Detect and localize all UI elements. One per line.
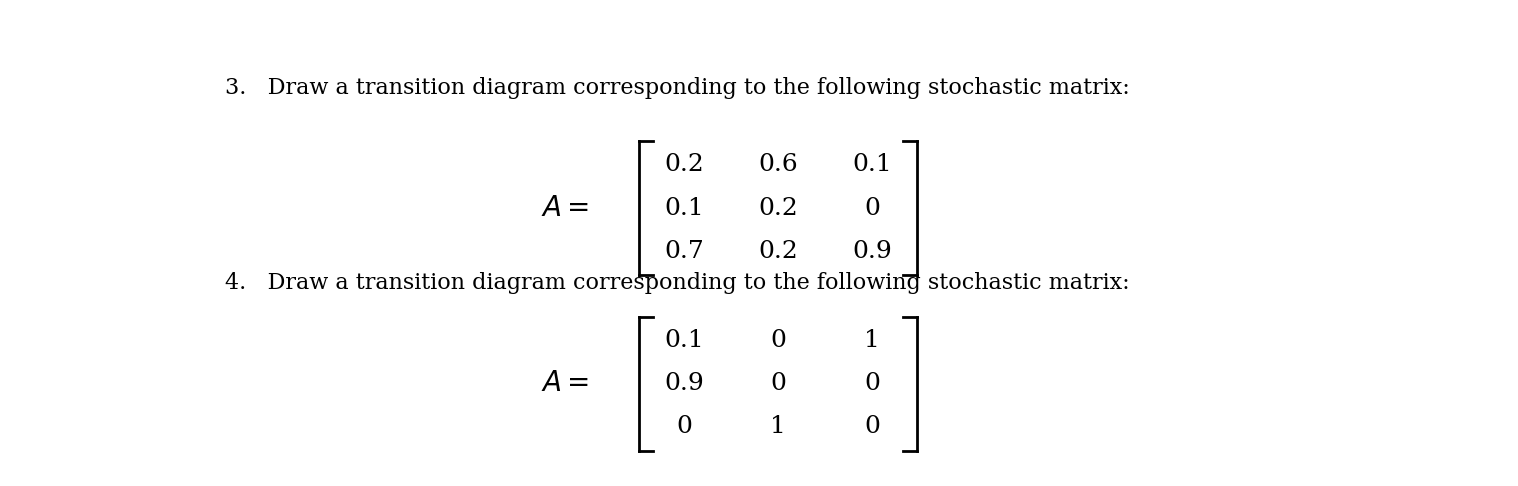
Text: 0.2: 0.2: [663, 154, 704, 176]
Text: 0: 0: [770, 330, 786, 352]
Text: 0: 0: [676, 416, 692, 438]
Text: 0.1: 0.1: [663, 196, 704, 220]
Text: 4.   Draw a transition diagram corresponding to the following stochastic matrix:: 4. Draw a transition diagram correspondi…: [225, 272, 1129, 294]
Text: $A =$: $A =$: [542, 370, 589, 398]
Text: 0: 0: [864, 372, 880, 396]
Text: 0.1: 0.1: [852, 154, 893, 176]
Text: 0.2: 0.2: [757, 196, 798, 220]
Text: 0: 0: [864, 196, 880, 220]
Text: 0.1: 0.1: [663, 330, 704, 352]
Text: 1: 1: [864, 330, 880, 352]
Text: 0: 0: [864, 416, 880, 438]
Text: 0.9: 0.9: [852, 240, 893, 262]
Text: 0.7: 0.7: [663, 240, 704, 262]
Text: 0.2: 0.2: [757, 240, 798, 262]
Text: 3.   Draw a transition diagram corresponding to the following stochastic matrix:: 3. Draw a transition diagram correspondi…: [225, 77, 1129, 99]
Text: $A =$: $A =$: [542, 194, 589, 222]
Text: 0: 0: [770, 372, 786, 396]
Text: 0.9: 0.9: [663, 372, 704, 396]
Text: 1: 1: [770, 416, 786, 438]
Text: 0.6: 0.6: [757, 154, 798, 176]
